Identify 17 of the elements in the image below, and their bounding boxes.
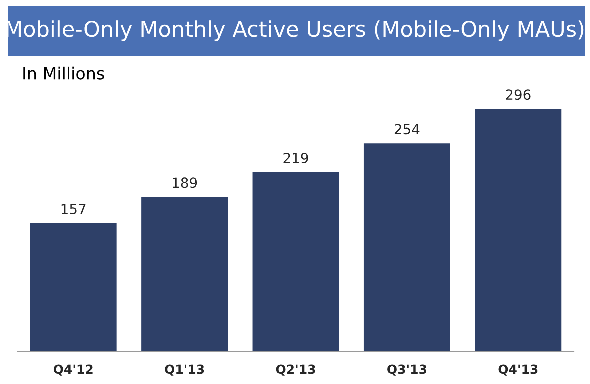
x-tick-label: Q3'13 bbox=[388, 364, 426, 376]
data-label: 254 bbox=[394, 124, 420, 135]
bar bbox=[474, 108, 564, 352]
data-label: 189 bbox=[173, 178, 198, 188]
chart-subtitle: In Millions bbox=[24, 66, 104, 80]
bar bbox=[362, 142, 452, 352]
chart-title: Mobile-Only Monthly Active Users (Mobile-Only MAUs) bbox=[6, 20, 584, 42]
x-tick-label: Q4'12 bbox=[54, 364, 93, 376]
x-tick-label: Q1'13 bbox=[165, 364, 204, 376]
bar bbox=[251, 171, 341, 352]
bar bbox=[140, 196, 230, 352]
data-label: 296 bbox=[506, 90, 531, 100]
data-label: 157 bbox=[62, 204, 86, 215]
x-tick-label: Q4'13 bbox=[498, 364, 538, 376]
data-label: 219 bbox=[284, 152, 308, 164]
x-tick-label: Q2'13 bbox=[276, 364, 316, 376]
bar bbox=[28, 222, 118, 352]
